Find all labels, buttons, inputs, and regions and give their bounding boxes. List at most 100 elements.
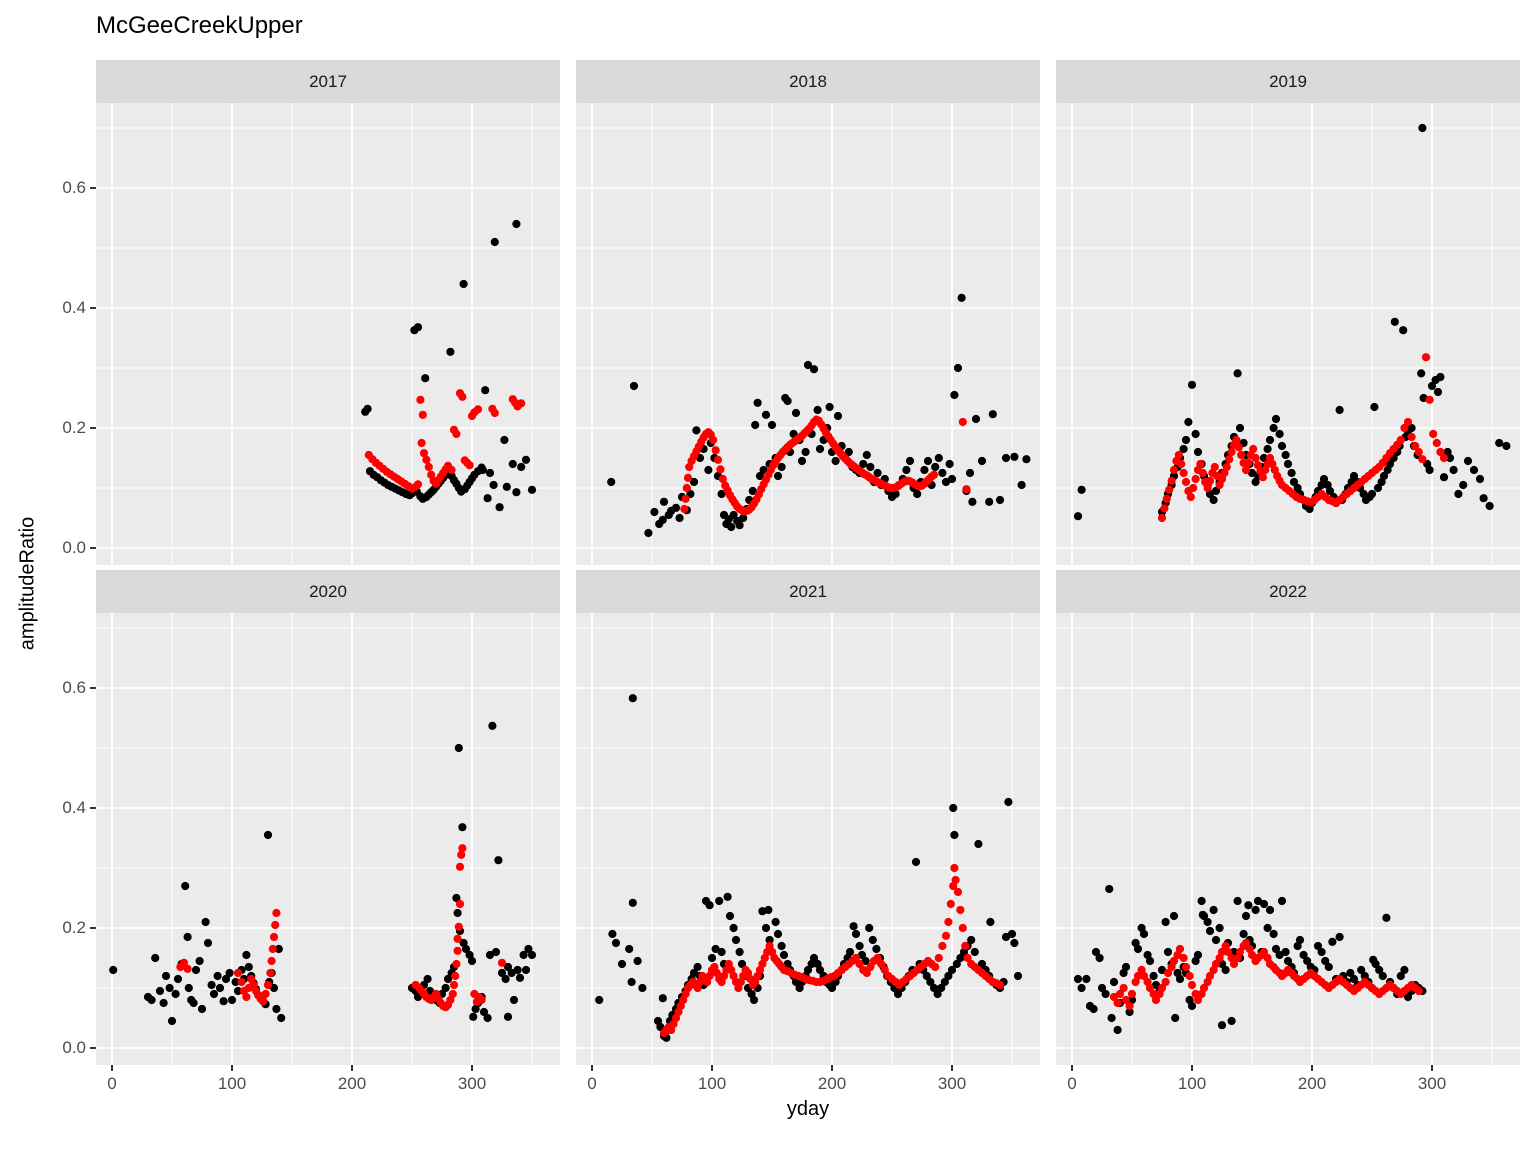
data-point-black	[519, 950, 528, 960]
data-point-black	[872, 944, 881, 954]
data-point-black	[495, 503, 504, 512]
data-point-red	[718, 474, 727, 484]
data-point-red	[873, 953, 882, 963]
data-point-black	[765, 935, 774, 945]
data-point-black	[1360, 971, 1369, 981]
data-point-black	[761, 410, 771, 419]
data-point-black	[1121, 962, 1131, 972]
y-tick	[90, 427, 96, 429]
data-point-black	[873, 468, 882, 478]
data-point-black	[1396, 971, 1405, 981]
data-point-black	[203, 938, 213, 948]
data-point-red	[1162, 494, 1171, 503]
data-point-black	[911, 857, 921, 867]
data-point-red	[497, 958, 507, 967]
x-tick	[1071, 1065, 1073, 1071]
data-point-black	[1193, 950, 1203, 960]
data-point-red	[1161, 977, 1170, 987]
data-point-black	[1319, 474, 1329, 484]
data-point-black	[755, 471, 765, 481]
data-point-red	[1121, 995, 1131, 1005]
data-point-black	[489, 480, 498, 490]
data-point-black	[454, 743, 463, 753]
data-point-black	[213, 971, 222, 981]
data-point-black	[1221, 965, 1230, 975]
data-point-black	[692, 426, 701, 435]
data-point-red	[946, 899, 955, 909]
data-point-black	[513, 965, 522, 975]
data-point-black	[1436, 372, 1445, 382]
data-point-black	[1191, 429, 1200, 439]
data-point-black	[809, 953, 819, 963]
data-point-black	[704, 465, 713, 475]
data-point-red	[1189, 483, 1198, 493]
data-point-black	[974, 839, 983, 849]
y-tick	[90, 307, 96, 309]
data-point-black	[944, 971, 953, 981]
data-point-red	[681, 494, 690, 503]
data-point-black	[617, 959, 627, 969]
data-point-black	[527, 950, 537, 960]
data-point-red	[490, 408, 499, 418]
data-point-red	[1169, 956, 1179, 966]
data-point-black	[650, 507, 659, 517]
data-point-red	[418, 410, 427, 419]
data-point-black	[1459, 480, 1468, 490]
data-point-red	[961, 941, 970, 951]
data-point-black	[689, 477, 699, 487]
facet-strip-label: 2020	[309, 581, 347, 601]
data-point-black	[191, 965, 201, 975]
y-tick	[90, 687, 96, 689]
data-point-black	[729, 923, 738, 933]
data-point-black	[1385, 459, 1395, 469]
data-point-black	[189, 998, 198, 1008]
x-tick	[831, 1065, 833, 1071]
data-point-black	[524, 944, 533, 954]
data-point-black	[1187, 380, 1197, 389]
data-point-black	[521, 455, 531, 464]
data-point-black	[215, 983, 225, 993]
data-point-black	[1265, 435, 1275, 445]
data-point-black	[512, 488, 521, 497]
data-point-red	[1403, 417, 1413, 427]
data-point-black	[675, 513, 684, 523]
data-point-black	[851, 929, 861, 939]
data-point-red	[1187, 980, 1197, 990]
data-point-black	[197, 1004, 207, 1014]
data-point-black	[953, 363, 963, 373]
data-point-red	[1249, 444, 1258, 454]
data-point-black	[184, 983, 193, 993]
data-point-black	[1107, 1013, 1116, 1023]
y-tick	[90, 547, 96, 549]
data-point-black	[195, 956, 204, 966]
data-point-black	[1215, 923, 1224, 933]
data-point-black	[922, 971, 931, 981]
data-point-black	[705, 901, 714, 910]
data-point-black	[527, 485, 537, 494]
data-point-red	[1179, 468, 1188, 478]
data-point-red	[1185, 971, 1194, 981]
data-point-black	[1133, 944, 1143, 954]
facet-strip-label: 2018	[789, 71, 827, 91]
facet-panel-2020	[96, 613, 560, 1065]
data-point-red	[1414, 447, 1423, 457]
data-point-red	[1251, 453, 1260, 463]
data-point-red	[716, 465, 725, 474]
x-tick-label: 300	[457, 1074, 487, 1093]
data-point-black	[977, 456, 987, 466]
data-point-black	[517, 462, 526, 472]
data-point-black	[1400, 965, 1409, 975]
data-point-black	[929, 983, 939, 993]
data-point-red	[1179, 953, 1188, 963]
data-point-black	[947, 965, 957, 975]
x-axis-title: yday	[786, 1098, 830, 1120]
data-point-black	[1217, 1021, 1227, 1030]
data-point-black	[1378, 971, 1387, 981]
data-point-black	[1233, 896, 1242, 906]
data-point-black	[1105, 884, 1114, 894]
data-point-red	[473, 405, 483, 414]
data-point-red	[451, 971, 460, 981]
data-point-red	[271, 920, 280, 930]
data-point-red	[1196, 459, 1205, 469]
data-point-black	[611, 938, 621, 948]
